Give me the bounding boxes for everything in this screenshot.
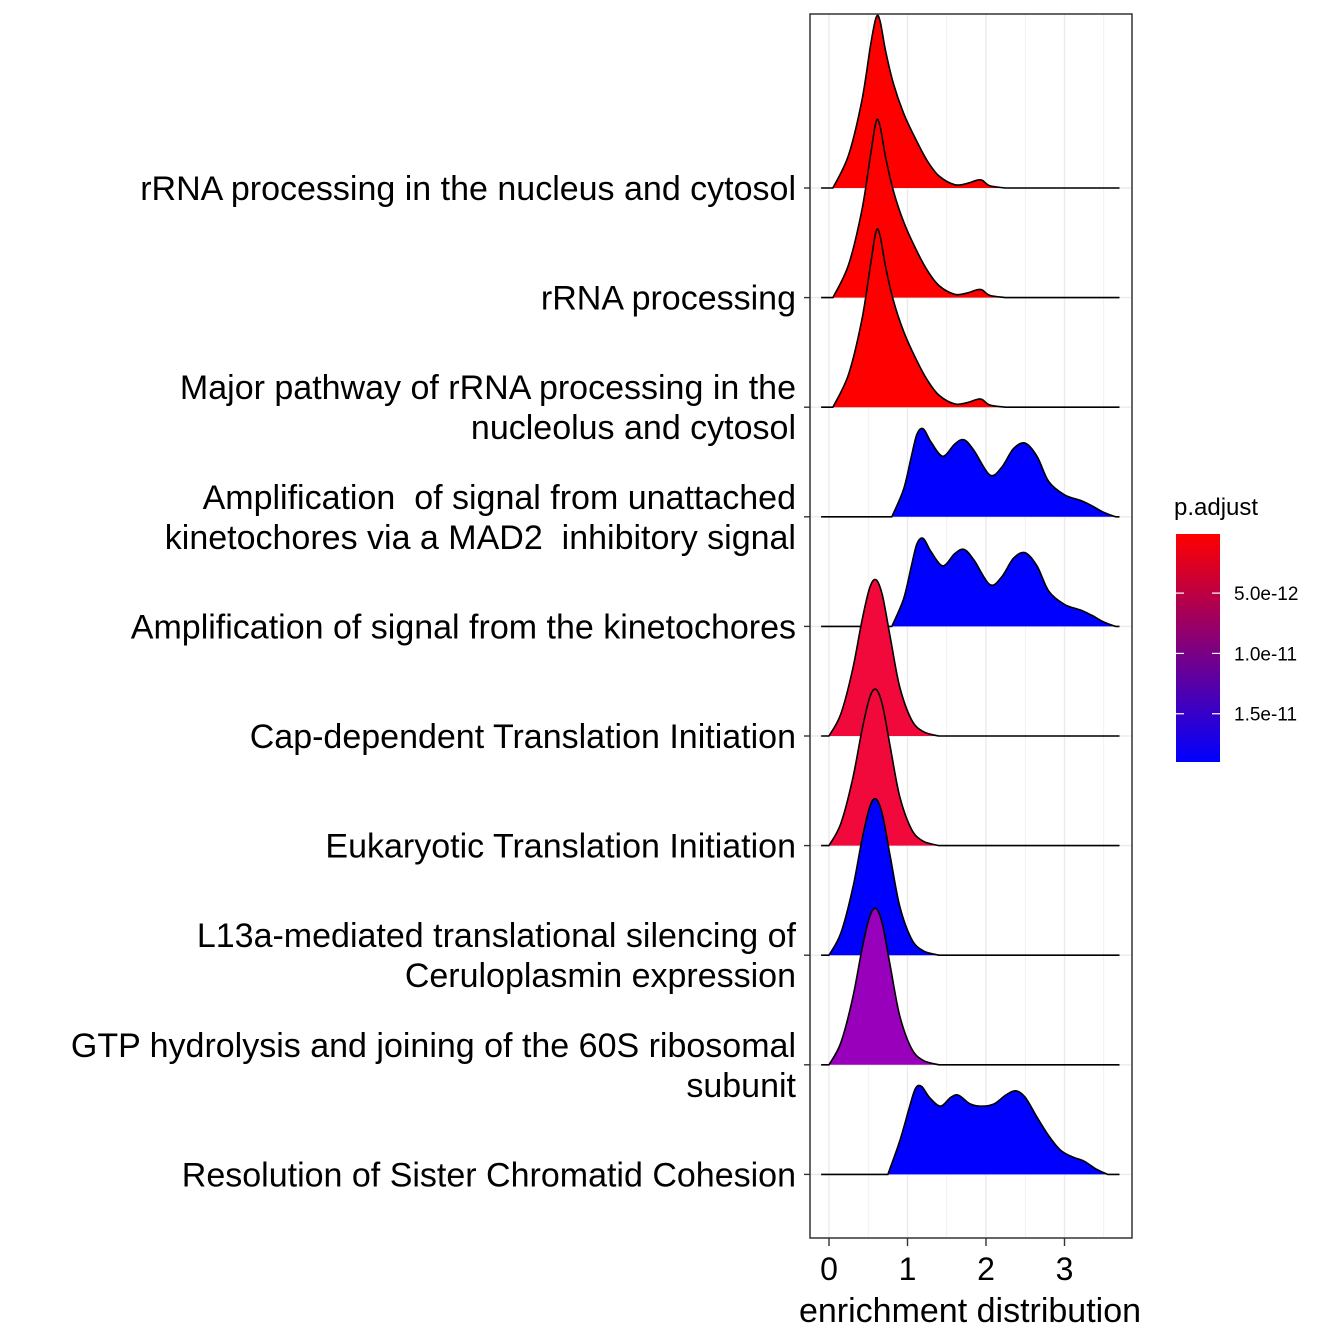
ridge-5: [821, 537, 1120, 628]
ridge-outline: [821, 118, 1120, 299]
ridge-outline: [821, 14, 1120, 189]
category-label: L13a-mediated translational silencing of: [197, 917, 797, 955]
category-label: Amplification of signal from unattached: [203, 479, 796, 517]
x-tick-label: 3: [1056, 1251, 1074, 1287]
ridges: [821, 14, 1120, 1176]
category-label: Eukaryotic Translation Initiation: [325, 828, 796, 866]
ridge-fill: [891, 538, 1116, 627]
ridge-outline: [821, 537, 1120, 628]
x-axis: 0 1 2 3: [820, 1238, 1073, 1287]
ridge-fill: [829, 798, 939, 956]
legend-tick-label: 1.5e-11: [1234, 705, 1297, 726]
ridge-7: [821, 688, 1120, 847]
category-label: Ceruloplasmin expression: [405, 957, 796, 995]
ridge-8: [821, 797, 1120, 956]
category-labels: rRNA processing in the nucleus and cytos…: [71, 170, 810, 1194]
legend-colorbar: [1176, 534, 1220, 762]
legend-tick-label: 5.0e-12: [1234, 584, 1298, 605]
legend: p.adjust 5.0e-12 1.0e-11 1.5e-11: [1174, 494, 1298, 762]
ridge-10: [821, 1084, 1120, 1176]
ridge-outline: [821, 228, 1120, 408]
category-label: rRNA processing in the nucleus and cytos…: [140, 170, 796, 208]
ridge-outline: [821, 427, 1120, 518]
x-tick-label: 0: [820, 1251, 838, 1287]
category-label: Cap-dependent Translation Initiation: [250, 718, 796, 756]
category-label: subunit: [686, 1067, 796, 1105]
legend-ticks: 5.0e-12 1.0e-11 1.5e-11: [1176, 584, 1298, 726]
x-axis-title: enrichment distribution: [799, 1292, 1141, 1330]
ridge-fill: [829, 689, 939, 846]
ridge-fill: [887, 1085, 1108, 1175]
x-tick-label: 2: [977, 1251, 995, 1287]
category-label: Amplification of signal from the kinetoc…: [131, 608, 796, 646]
legend-tick-label: 1.0e-11: [1234, 644, 1297, 665]
ridge-outline: [821, 797, 1120, 956]
category-label: GTP hydrolysis and joining of the 60S ri…: [71, 1027, 796, 1065]
x-tick-label: 1: [899, 1251, 917, 1287]
category-label: nucleolus and cytosol: [471, 409, 796, 447]
ridge-fill: [891, 428, 1116, 517]
category-label: rRNA processing: [541, 280, 796, 318]
ridge-4: [821, 427, 1120, 518]
ridge-outline: [821, 907, 1120, 1066]
ridge-6: [821, 578, 1120, 737]
category-label: kinetochores via a MAD2 inhibitory signa…: [165, 519, 796, 557]
ridge-fill: [829, 579, 939, 736]
ridge-fill: [832, 228, 1006, 408]
ridge-9: [821, 907, 1120, 1066]
ridge-outline: [821, 1084, 1120, 1176]
category-label: Major pathway of rRNA processing in the: [180, 369, 796, 407]
ridge-fill: [829, 908, 939, 1065]
legend-title: p.adjust: [1174, 494, 1258, 521]
ridge-outline: [821, 688, 1120, 847]
category-label: Resolution of Sister Chromatid Cohesion: [182, 1156, 796, 1194]
ridge-outline: [821, 578, 1120, 737]
ridge-3: [821, 228, 1120, 408]
